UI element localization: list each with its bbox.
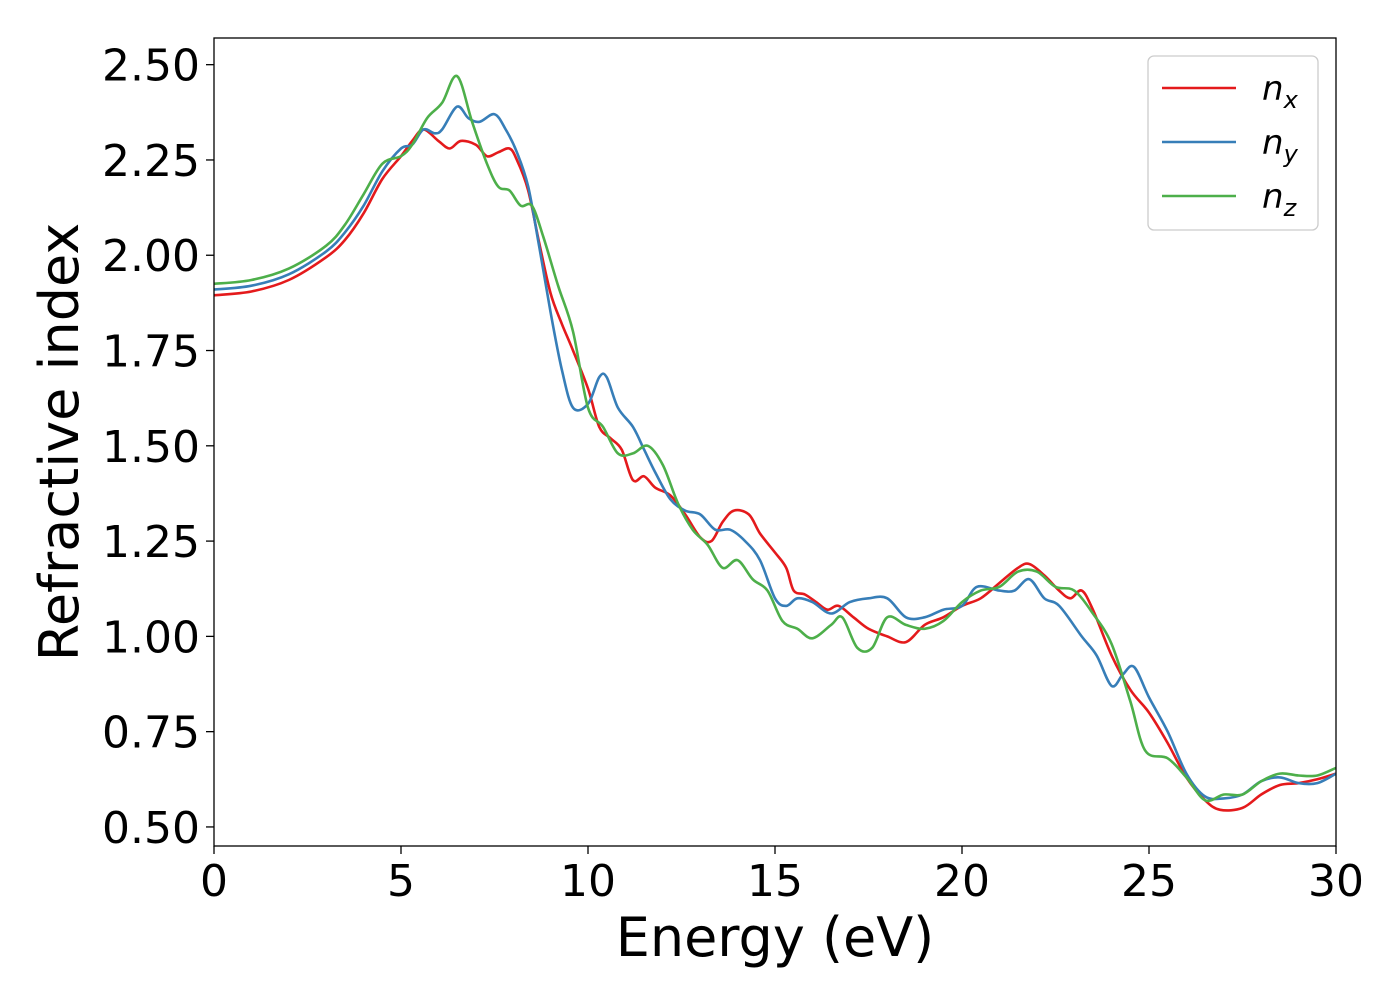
x-axis: 0 5 10 15 20 25 30 xyxy=(200,846,1364,907)
y-tick-label: 0.75 xyxy=(102,708,200,759)
x-tick-label: 25 xyxy=(1121,856,1177,907)
y-tick-label: 2.50 xyxy=(102,41,200,92)
legend-label-subscript: z xyxy=(1283,194,1298,222)
series-line-nz xyxy=(214,74,1336,803)
y-tick-label: 1.00 xyxy=(102,612,200,663)
y-tick-label: 2.25 xyxy=(102,136,200,187)
y-tick-label: 1.25 xyxy=(102,517,200,568)
x-axis-title: Energy (eV) xyxy=(616,906,935,969)
series-layer xyxy=(214,74,1336,812)
x-tick-label: 0 xyxy=(200,856,228,907)
y-tick-label: 2.00 xyxy=(102,231,200,282)
legend-label-nz: nz xyxy=(1262,177,1298,222)
y-tick-label: 0.50 xyxy=(102,803,200,854)
legend-label-ny: ny xyxy=(1262,123,1299,168)
x-tick-label: 30 xyxy=(1308,856,1364,907)
legend-label-subscript: y xyxy=(1283,140,1299,168)
x-tick-label: 5 xyxy=(387,856,415,907)
series-line-ny xyxy=(214,105,1336,801)
series-line-nx xyxy=(214,128,1336,812)
y-tick-label: 1.75 xyxy=(102,327,200,378)
y-tick-label: 1.50 xyxy=(102,422,200,473)
x-tick-label: 15 xyxy=(747,856,803,907)
x-tick-label: 20 xyxy=(934,856,990,907)
legend-label-subscript: x xyxy=(1283,86,1299,114)
y-axis-title: Refractive index xyxy=(28,223,91,662)
legend-label-nx: nx xyxy=(1262,69,1299,114)
legend-label-symbol: n xyxy=(1262,123,1284,163)
legend-label-symbol: n xyxy=(1262,177,1284,217)
y-axis: 0.50 0.75 1.00 1.25 1.50 1.75 2.00 2.25 2.50 xyxy=(102,41,214,854)
x-tick-label: 10 xyxy=(560,856,616,907)
legend-label-symbol: n xyxy=(1262,69,1284,109)
